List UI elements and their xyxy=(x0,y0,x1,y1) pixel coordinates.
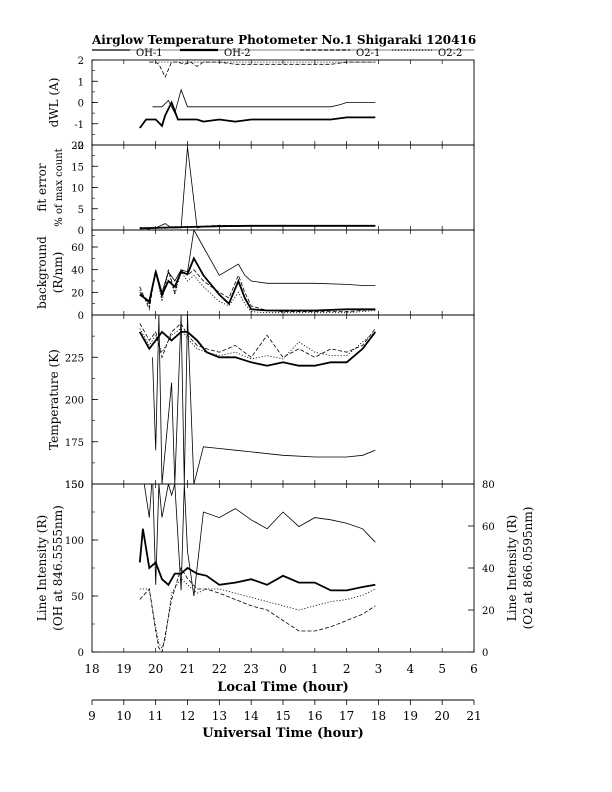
series-oh-2-line xyxy=(139,330,377,367)
ytick-label: 60 xyxy=(71,243,84,254)
x-ut-tick-label: 13 xyxy=(212,709,227,723)
ytick-label: 40 xyxy=(71,266,84,277)
legend-label-oh-2: OH-2 xyxy=(224,48,251,59)
ytick-label: 10 xyxy=(71,184,84,195)
ytick-label: 0 xyxy=(78,99,84,110)
x-local-tick-label: 3 xyxy=(375,662,383,676)
x-local-axis-label: Local Time (hour) xyxy=(217,680,349,695)
panel-frame xyxy=(91,59,475,146)
series-o2-2-line xyxy=(139,270,376,314)
series-oh-1-line xyxy=(139,230,376,305)
ytick-label: 2 xyxy=(78,56,84,67)
panel-fit: 20 15 10 5 0 fit error % of max count xyxy=(35,141,475,237)
x-local-tick-label: 0 xyxy=(279,662,287,676)
panel-temp: 225 200 175 150 Temperature (K) xyxy=(47,314,475,491)
ytick-label: 50 xyxy=(71,592,84,603)
ytick-label: 20 xyxy=(71,288,84,299)
ytick-right-label: 0 xyxy=(482,648,488,659)
ylabel: fit error xyxy=(35,163,49,211)
ytick-right-label: 80 xyxy=(482,480,495,491)
series-oh-2-line xyxy=(138,528,376,592)
x-local-tick-label: 1 xyxy=(311,662,319,676)
ytick-label: 5 xyxy=(78,205,84,216)
series-oh-2-line xyxy=(139,100,376,129)
series-oh-2-line xyxy=(139,256,376,312)
x-local-tick-label: 6 xyxy=(470,662,478,676)
x-ut-axis-label: Universal Time (hour) xyxy=(202,726,364,741)
x-local-tick-label: 23 xyxy=(244,662,259,676)
x-local-tick-label: 18 xyxy=(84,662,99,676)
x-local-tick-label: 4 xyxy=(407,662,415,676)
ytick-label: 150 xyxy=(65,480,84,491)
x-local-tick-label: 20 xyxy=(148,662,163,676)
series-oh-1-line xyxy=(152,315,376,484)
ytick-label: 20 xyxy=(71,141,84,152)
ytick-label: 100 xyxy=(65,536,84,547)
ylabel-right: Line Intensity (R) xyxy=(505,515,519,621)
series-oh-1-line xyxy=(152,88,376,115)
ytick-label: 200 xyxy=(65,396,84,407)
ytick-label: 150 xyxy=(65,480,84,491)
x-ut-tick-label: 21 xyxy=(466,709,481,723)
x-ut-tick-label: 14 xyxy=(244,709,260,723)
series-o2-1-line xyxy=(149,61,376,78)
ytick-label: 1 xyxy=(78,77,84,88)
series-o2-1-line xyxy=(139,567,376,652)
ytick-label: 225 xyxy=(65,353,84,364)
panel-frame xyxy=(91,144,475,231)
legend-label-o2-1: O2-1 xyxy=(356,48,380,59)
x-ut-tick-label: 10 xyxy=(116,709,131,723)
x-local-tick-label: 22 xyxy=(212,662,227,676)
x-ut-tick-label: 12 xyxy=(180,709,195,723)
legend-label-o2-2: O2-2 xyxy=(438,48,462,59)
ylabel: dWL (A) xyxy=(47,78,61,128)
ytick-label: 0 xyxy=(78,226,84,237)
ytick-label: -2 xyxy=(74,141,84,152)
series-o2-2-line xyxy=(139,577,376,649)
panel-dwl: 2 1 0 -1 -2 dWL (A) xyxy=(47,56,475,152)
x-ut-tick-label: 17 xyxy=(339,709,354,723)
series-o2-2-line xyxy=(139,327,376,360)
x-ut-tick-label: 18 xyxy=(371,709,386,723)
x-local-tick-label: 19 xyxy=(116,662,131,676)
x-local-tick-label: 21 xyxy=(180,662,195,676)
ylabel: background xyxy=(35,236,49,309)
ytick-right-label: 40 xyxy=(482,564,495,575)
series-o2-1-line xyxy=(139,322,376,359)
ytick-label: 15 xyxy=(71,162,84,173)
ytick-label: -1 xyxy=(74,120,84,131)
x-local-tick-label: 5 xyxy=(438,662,446,676)
ytick-label: 0 xyxy=(78,648,84,659)
ylabel: Line Intensity (R) xyxy=(35,515,49,621)
series-o2-1-line xyxy=(139,268,376,313)
series-oh-1-line xyxy=(139,147,376,229)
x-ut-tick-label: 19 xyxy=(403,709,418,723)
ylabel-secondary: % of max count xyxy=(54,148,65,226)
series-oh-1-line xyxy=(139,484,376,597)
x-ut-tick-label: 16 xyxy=(307,709,322,723)
chart-title: Airglow Temperature Photometer No.1 Shig… xyxy=(91,33,476,47)
x-ut-tick-label: 9 xyxy=(88,709,96,723)
x-local-tick-label: 2 xyxy=(343,662,351,676)
ylabel-secondary: (R/nm) xyxy=(51,252,65,294)
ytick-label: 0 xyxy=(78,311,84,322)
x-ut-tick-label: 20 xyxy=(435,709,450,723)
ytick-label: 175 xyxy=(65,438,84,449)
panel-bg: 60 40 20 0 background (R/nm) xyxy=(35,229,475,322)
x-ut-tick-label: 11 xyxy=(148,709,163,723)
ylabel-secondary: (OH at 846.5555nm) xyxy=(51,505,65,631)
x-ut-tick-label: 15 xyxy=(275,709,290,723)
ylabel-right-secondary: (O2 at 866.0595nm) xyxy=(521,507,535,630)
ytick-right-label: 20 xyxy=(482,606,495,617)
ylabel: Temperature (K) xyxy=(47,349,61,450)
legend-label-oh-1: OH-1 xyxy=(136,48,163,59)
ytick-right-label: 60 xyxy=(482,522,495,533)
legend: OH-1 OH-2 O2-1 O2-2 xyxy=(92,48,474,59)
